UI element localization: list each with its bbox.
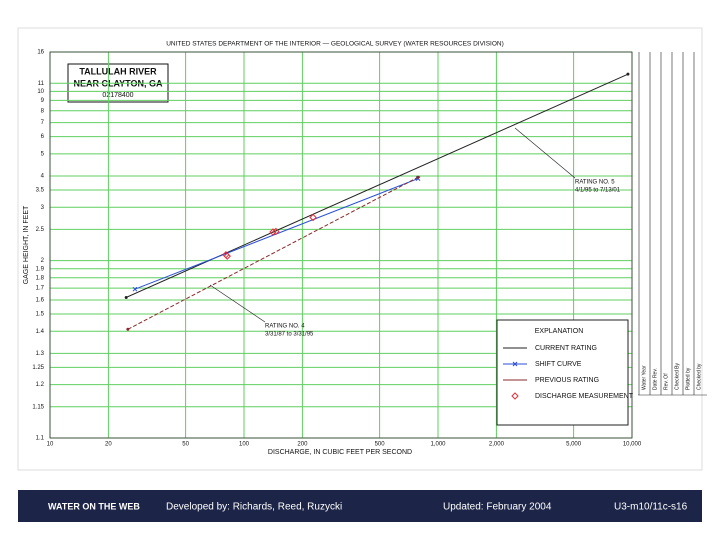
side-column-label: Rev. Of (663, 373, 669, 390)
y-tick-label: 5 (41, 151, 45, 157)
annotation: RATING NO. 4 (265, 324, 305, 330)
side-column-label: Water Year (641, 365, 647, 390)
y-tick-label: 7 (41, 120, 45, 126)
measurement (223, 252, 231, 260)
y-tick-label: 1.7 (36, 286, 45, 292)
y-tick-label: 1.2 (36, 382, 45, 388)
logo: WATER ON THE WEB (48, 501, 140, 511)
x-axis-label: DISCHARGE, IN CUBIC FEET PER SECOND (268, 449, 412, 456)
site-name: TALLULAH RIVER (79, 66, 157, 76)
legend-label: DISCHARGE MEASUREMENT (535, 393, 634, 400)
y-tick-label: 1.6 (36, 298, 45, 304)
y-tick-label: 3.5 (36, 188, 45, 194)
updated: Updated: February 2004 (443, 502, 552, 513)
side-column-label: Checked By (674, 363, 680, 390)
x-tick-label: 500 (375, 442, 386, 448)
side-column-label: Date Rev. (652, 368, 658, 390)
y-tick-label: 10 (37, 89, 44, 95)
legend-marker (511, 392, 519, 400)
legend-box (496, 319, 629, 426)
y-tick-label: 9 (41, 98, 45, 104)
y-tick-label: 2.5 (36, 227, 45, 233)
y-tick-label: 1.9 (36, 266, 45, 272)
legend-title: EXPLANATION (535, 328, 584, 335)
x-tick-label: 1,000 (430, 442, 446, 448)
y-tick-label: 6 (41, 134, 45, 140)
x-tick-label: 50 (182, 442, 189, 448)
y-axis-label: GAGE HEIGHT, IN FEET (23, 205, 30, 284)
y-tick-label: 1.4 (36, 329, 45, 335)
y-tick-label: 4 (41, 174, 45, 180)
annotation: 4/1/95 to 7/13/01 (575, 188, 621, 194)
y-tick-label: 1.5 (36, 312, 45, 318)
plot-frame (49, 51, 633, 439)
y-tick-label: 2 (41, 258, 45, 264)
legend-label: CURRENT RATING (535, 345, 597, 352)
x-tick-label: 10,000 (623, 442, 642, 448)
chart-title: UNITED STATES DEPARTMENT OF THE INTERIOR… (166, 41, 504, 48)
annotation: 3/31/87 to 3/31/95 (265, 332, 314, 338)
x-tick-label: 2,000 (489, 442, 505, 448)
x-tick-label: 200 (297, 442, 308, 448)
slide-code: U3-m10/11c-s16 (614, 502, 688, 513)
y-tick-label: 16 (37, 50, 44, 56)
legend-marker (512, 361, 518, 367)
y-tick-label: 3 (41, 205, 45, 211)
side-column-label: Plotted by (685, 367, 691, 390)
leader-line (209, 284, 266, 323)
credit: Developed by: Richards, Reed, Ruzycki (166, 502, 342, 513)
measurement (309, 213, 317, 222)
point (416, 175, 420, 179)
y-tick-label: 1.1 (36, 436, 45, 442)
x-tick-label: 5,000 (566, 442, 582, 448)
measurement (269, 228, 277, 236)
point (626, 72, 630, 76)
site-number: 02178400 (102, 92, 133, 99)
footer-bar (18, 490, 702, 522)
leader-line (514, 127, 576, 179)
x-tick-label: 100 (239, 442, 250, 448)
y-tick-label: 8 (41, 108, 45, 114)
point (132, 286, 138, 292)
y-tick-label: 1.25 (32, 365, 44, 371)
y-tick-label: 1.15 (32, 404, 44, 410)
y-tick-label: 11 (38, 81, 45, 87)
annotation: RATING NO. 5 (575, 180, 615, 186)
y-tick-label: 1.3 (36, 351, 45, 357)
point (126, 327, 130, 331)
series-line (127, 176, 419, 330)
x-tick-label: 20 (105, 442, 112, 448)
x-tick-label: 10 (47, 442, 54, 448)
legend-label: PREVIOUS RATING (535, 377, 599, 384)
point (124, 295, 128, 299)
side-column-label: Checked by (696, 363, 702, 390)
legend-label: SHIFT CURVE (535, 361, 582, 368)
y-tick-label: 1.8 (36, 275, 45, 281)
